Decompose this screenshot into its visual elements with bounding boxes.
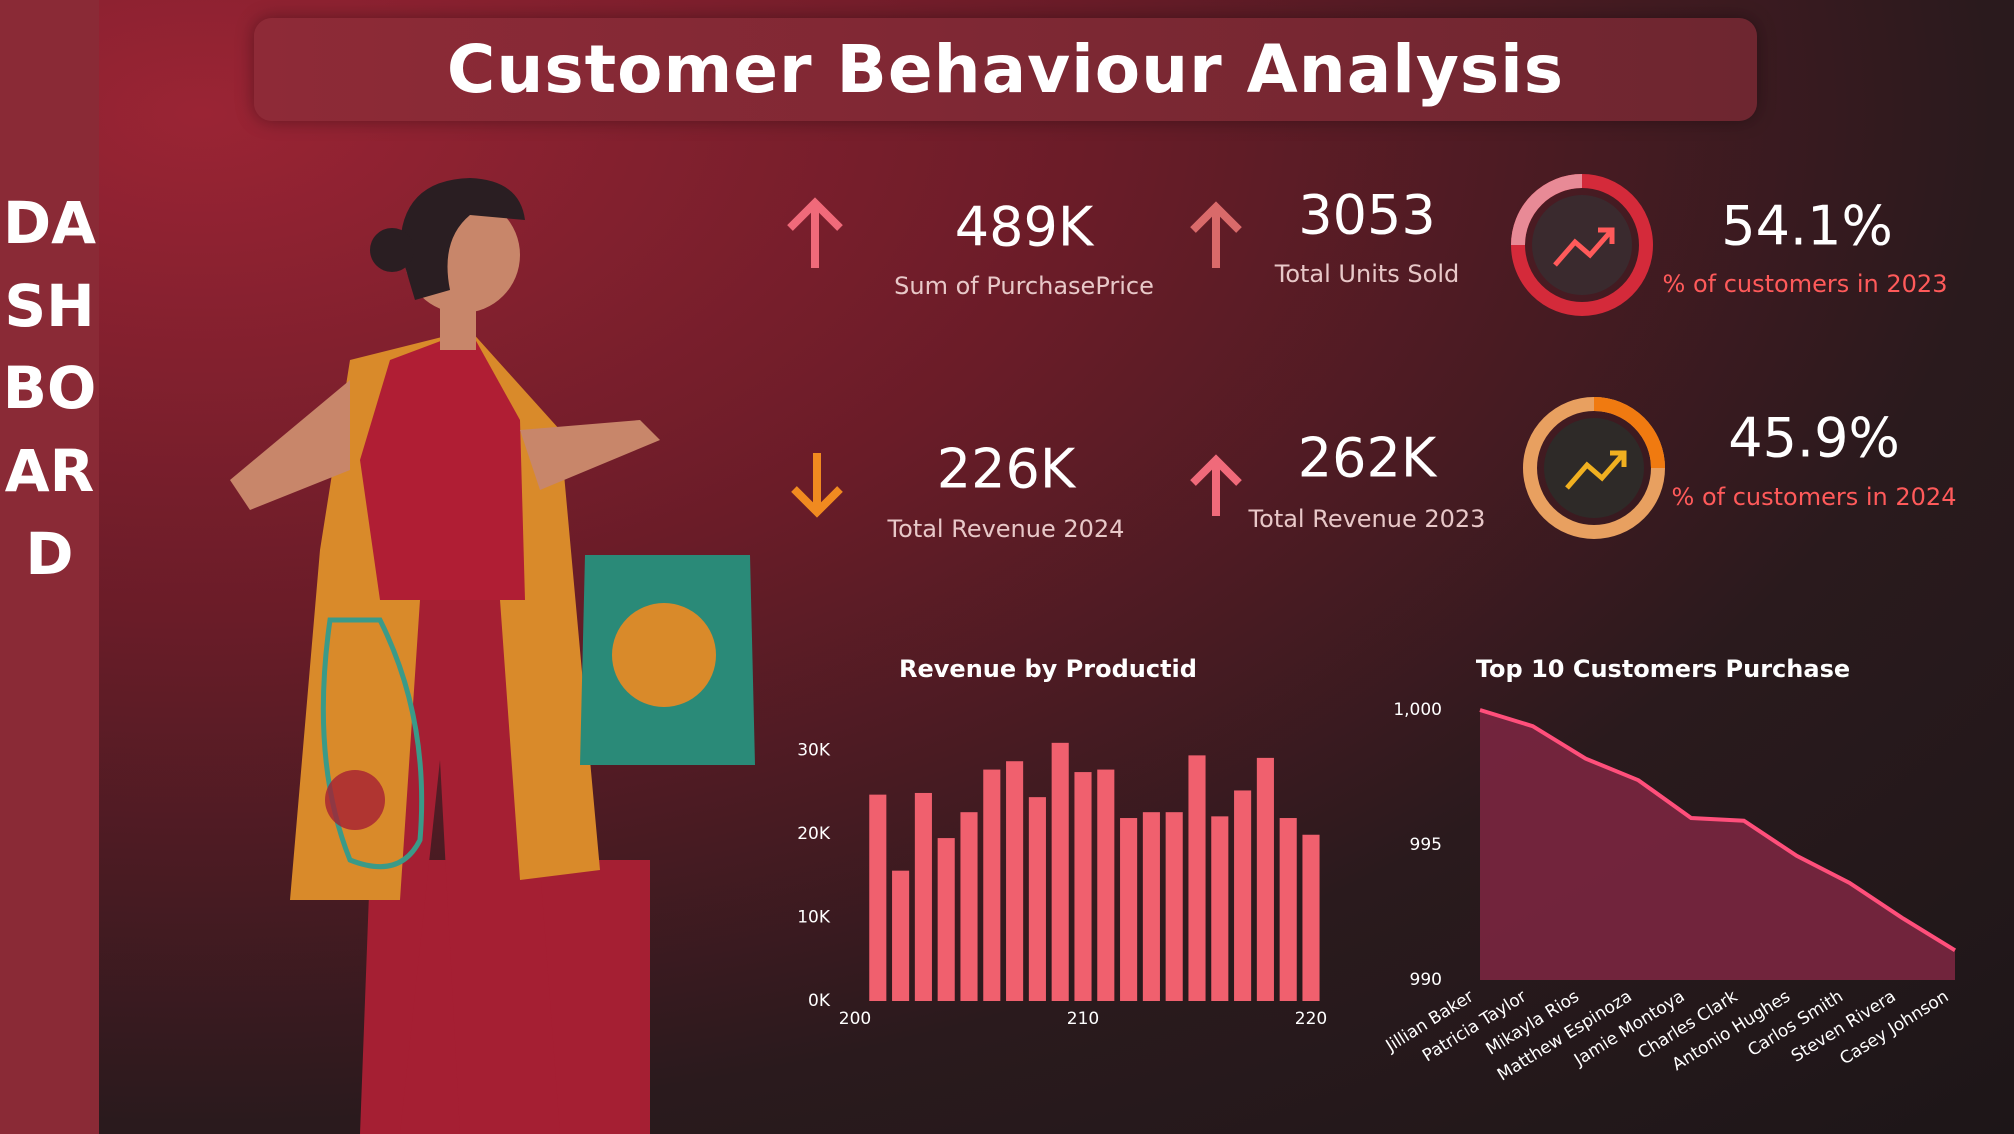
x-tick-label: 210: [1067, 1009, 1099, 1029]
kpi-value: 226K: [937, 438, 1077, 501]
kpi-label: Total Revenue 2024: [887, 515, 1125, 543]
y-tick-label: 1,000: [1393, 700, 1442, 720]
illustration: [230, 178, 755, 1134]
dashboard-title: Customer Behaviour Analysis: [446, 31, 1565, 108]
bar: [1256, 757, 1274, 1001]
chart-title: Revenue by Productid: [899, 655, 1197, 683]
kpi-value: 262K: [1298, 427, 1438, 490]
y-tick-label: 995: [1410, 835, 1442, 855]
y-tick-label: 30K: [797, 740, 831, 760]
kpi-label: % of customers in 2023: [1663, 270, 1948, 298]
kpi-label: Total Revenue 2023: [1248, 505, 1486, 533]
bar: [1142, 812, 1160, 1001]
kpi-value: 489K: [955, 196, 1095, 259]
bar: [1302, 834, 1320, 1001]
line: [1479, 708, 1957, 953]
bar: [1097, 769, 1115, 1001]
bar: [869, 794, 887, 1001]
chart-title: Top 10 Customers Purchase: [1476, 655, 1850, 683]
kpi-icons: [787, 174, 1665, 539]
y-tick-label: 20K: [797, 824, 831, 844]
title-banner: Customer Behaviour Analysis: [254, 18, 1757, 121]
bar: [1234, 790, 1252, 1001]
bar: [1120, 818, 1138, 1001]
y-tick-label: 10K: [797, 907, 831, 927]
bar: [1074, 772, 1092, 1001]
bar: [960, 812, 978, 1001]
bar: [937, 838, 955, 1001]
bar: [1028, 797, 1046, 1001]
bar: [1051, 742, 1069, 1001]
kpi-value: 3053: [1298, 184, 1435, 247]
bar: [1188, 755, 1206, 1001]
kpi-value: 45.9%: [1728, 407, 1900, 470]
bar: [1006, 761, 1024, 1001]
y-tick-label: 0K: [808, 991, 831, 1011]
kpi-label: Total Units Sold: [1274, 260, 1460, 288]
kpi-value: 54.1%: [1721, 195, 1893, 258]
bar: [1165, 812, 1183, 1001]
bar: [1279, 818, 1297, 1001]
bar: [1211, 816, 1229, 1001]
y-tick-label: 990: [1410, 970, 1442, 990]
kpi-label: Sum of PurchasePrice: [894, 272, 1154, 300]
bar: [914, 792, 932, 1001]
kpi-label: % of customers in 2024: [1672, 483, 1957, 511]
sidebar: DASHBOARD: [0, 0, 99, 1134]
x-tick-label: 200: [839, 1009, 871, 1029]
sidebar-label: DASHBOARD: [2, 189, 97, 588]
bar: [983, 769, 1001, 1001]
area: [1480, 710, 1955, 980]
x-tick-label: 220: [1295, 1009, 1327, 1029]
bar: [892, 870, 910, 1001]
